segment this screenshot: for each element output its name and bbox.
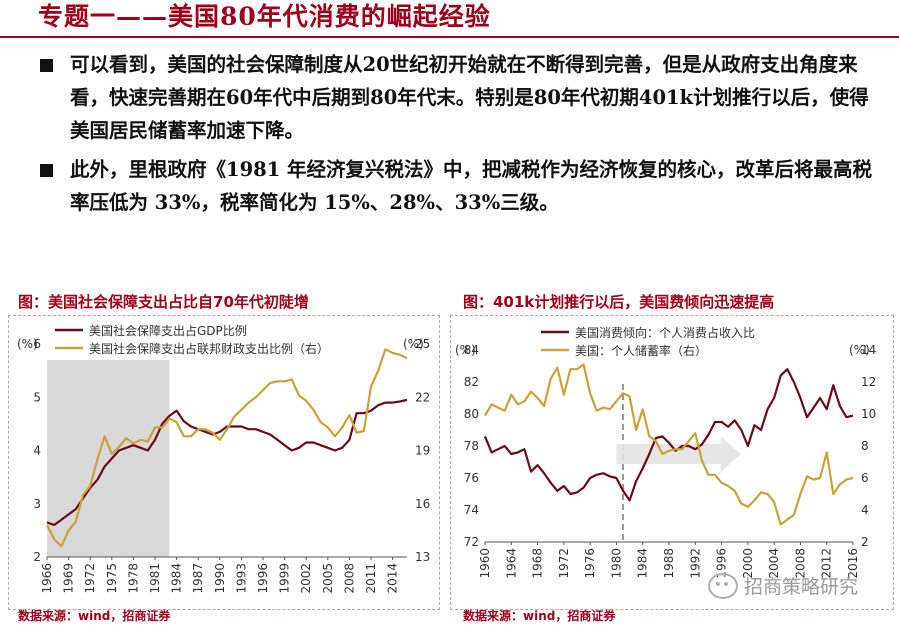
- title-divider: [0, 36, 899, 38]
- y-left-unit: (%): [17, 337, 38, 351]
- x-tick-label: 1984: [170, 563, 184, 594]
- chart2-caption: 图：401k计划推行以后，美国费倾向迅速提高: [463, 293, 775, 311]
- y-right-tick-label: 6: [861, 471, 869, 485]
- x-tick-label: 1990: [213, 563, 227, 594]
- x-tick-label: 1975: [105, 563, 119, 594]
- watermark-text: 招商策略研究: [744, 576, 859, 598]
- y-left-tick-label: 74: [464, 503, 479, 517]
- y-right-tick-label: 2: [861, 535, 869, 549]
- series-line-1: [46, 398, 408, 527]
- chart2-source: 数据来源：wind，招商证券: [463, 609, 616, 623]
- x-tick-label: 1981: [148, 563, 162, 594]
- bullet-list: 可以看到，美国的社会保障制度从20世纪初开始就在不断得到完善，但是从政府支出角度…: [36, 48, 876, 225]
- y-right-tick-label: 13: [415, 550, 430, 564]
- chart1-source: 数据来源：wind，招商证券: [18, 609, 171, 623]
- trend-arrow: [616, 436, 741, 472]
- x-tick-label: 1960: [478, 548, 492, 579]
- bullet-square-icon: [40, 59, 53, 72]
- x-tick-label: 1996: [715, 548, 729, 579]
- y-left-tick-label: 82: [464, 375, 479, 389]
- x-tick-label: 2014: [386, 563, 400, 594]
- wechat-icon: [708, 572, 738, 599]
- page-title: 专题一——美国80年代消费的崛起经验: [38, 2, 491, 31]
- y-left-tick-label: 72: [464, 535, 479, 549]
- x-tick-label: 2004: [767, 548, 781, 579]
- chart2-frame: 72 74 76 78 80 82 84 2 4 6 8 10 12 14 (%) (%) 1960 1964 19…: [450, 315, 894, 610]
- y-left-tick-label: 6: [33, 337, 41, 351]
- y-left-unit: (%): [455, 343, 476, 357]
- series-line-2: [46, 348, 408, 548]
- legend-label: 美国社会保障支出占GDP比例: [89, 323, 247, 338]
- x-tick-label: 1972: [83, 563, 97, 594]
- y-left-tick-label: 84: [464, 343, 479, 357]
- y-left-tick-label: 76: [464, 471, 479, 485]
- x-tick-label: 2016: [846, 548, 860, 579]
- y-right-tick-label: 12: [861, 375, 876, 389]
- y-left-tick-label: 2: [33, 550, 41, 564]
- x-tick-label: 1964: [504, 548, 518, 579]
- y-right-unit: (%): [403, 337, 424, 351]
- y-right-tick-label: 10: [861, 407, 876, 421]
- x-tick-label: 2008: [793, 548, 807, 579]
- y-right-tick-label: 8: [861, 439, 869, 453]
- y-left-tick-label: 78: [464, 439, 479, 453]
- y-right-tick-label: 19: [415, 444, 430, 458]
- x-tick-label: 2011: [364, 563, 378, 594]
- y-right-tick-label: 14: [861, 343, 876, 357]
- shaded-period: [47, 360, 170, 557]
- x-tick-label: 1993: [234, 563, 248, 594]
- y-right-tick-label: 25: [415, 337, 430, 351]
- y-right-tick-label: 22: [415, 390, 430, 404]
- bullet-item: 可以看到，美国的社会保障制度从20世纪初开始就在不断得到完善，但是从政府支出角度…: [36, 48, 876, 147]
- series-line-2: [484, 363, 854, 526]
- x-tick-label: 1988: [662, 548, 676, 579]
- x-tick-label: 1976: [583, 548, 597, 579]
- x-tick-label: 1996: [256, 563, 270, 594]
- chart1-frame: 2 3 4 5 6 13 16 19 22 25 (%) (%) 1966 1969 1972 1975 197…: [8, 315, 440, 610]
- x-tick-label: 1966: [40, 563, 54, 594]
- y-left-tick-label: 4: [33, 444, 41, 458]
- x-tick-label: 1987: [191, 563, 205, 594]
- bullet-text: 此外，里根政府《1981 年经济复兴税法》中，把减税作为经济恢复的核心，改革后将…: [70, 158, 873, 214]
- series-line-1: [483, 368, 854, 502]
- x-tick-label: 1984: [636, 548, 650, 579]
- x-tick-label: 2008: [342, 563, 356, 594]
- x-tick-label: 1968: [531, 548, 545, 579]
- legend-label: 美国消费倾向：个人消费占收入比: [575, 325, 755, 340]
- x-tick-label: 1978: [126, 563, 140, 594]
- x-tick-label: 1972: [557, 548, 571, 579]
- x-tick-label: 2012: [820, 548, 834, 579]
- y-left-tick-label: 3: [33, 497, 41, 511]
- y-right-unit: (%): [849, 343, 870, 357]
- y-right-tick-label: 4: [861, 503, 869, 517]
- x-tick-label: 2002: [299, 563, 313, 594]
- bullet-text: 可以看到，美国的社会保障制度从20世纪初开始就在不断得到完善，但是从政府支出角度…: [70, 53, 869, 142]
- y-left-tick-label: 80: [464, 407, 479, 421]
- x-tick-label: 1969: [62, 563, 76, 594]
- legend-label: 美国：个人储蓄率（右）: [575, 343, 707, 358]
- bullet-item: 此外，里根政府《1981 年经济复兴税法》中，把减税作为经济恢复的核心，改革后将…: [36, 153, 876, 219]
- x-tick-label: 1999: [278, 563, 292, 594]
- x-tick-label: 1980: [609, 548, 623, 579]
- x-tick-label: 1992: [688, 548, 702, 579]
- legend-label: 美国社会保障支出占联邦财政支出比例（右）: [89, 341, 329, 356]
- chart1-caption: 图：美国社会保障支出占比自70年代初陡增: [18, 293, 309, 311]
- watermark: 招商策略研究: [708, 572, 858, 599]
- x-tick-label: 2000: [741, 548, 755, 579]
- y-left-tick-label: 5: [33, 390, 41, 404]
- bullet-square-icon: [40, 164, 53, 177]
- x-tick-label: 2005: [321, 563, 335, 594]
- y-right-tick-label: 16: [415, 497, 430, 511]
